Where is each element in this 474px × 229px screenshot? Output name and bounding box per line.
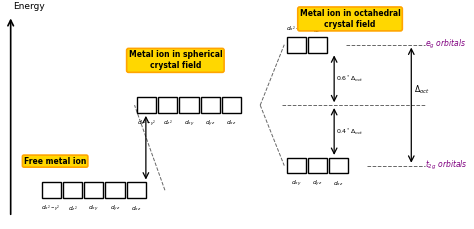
Bar: [84, 183, 103, 198]
Text: $d_{xy}$: $d_{xy}$: [88, 204, 99, 214]
Bar: [308, 37, 327, 52]
Bar: [106, 183, 125, 198]
Text: $d_{z^2}$: $d_{z^2}$: [163, 119, 173, 128]
Bar: [286, 37, 306, 52]
Bar: [137, 97, 156, 113]
Text: $d_{xy}$: $d_{xy}$: [291, 179, 301, 189]
Text: $d_{xz}$: $d_{xz}$: [131, 204, 142, 213]
Bar: [42, 183, 61, 198]
Text: $e_g$ orbitals: $e_g$ orbitals: [425, 38, 466, 51]
Text: $d_{x^2-y^2}$: $d_{x^2-y^2}$: [137, 119, 156, 129]
Bar: [158, 97, 177, 113]
Text: $\Delta_{oct}$: $\Delta_{oct}$: [413, 83, 429, 96]
Text: $d_{z^2}$: $d_{z^2}$: [312, 26, 322, 35]
Bar: [63, 183, 82, 198]
Text: $d_{yz}$: $d_{yz}$: [312, 179, 323, 189]
Bar: [329, 158, 348, 173]
Text: Metal ion in spherical
crystal field: Metal ion in spherical crystal field: [128, 50, 222, 71]
Text: $d_{xy}$: $d_{xy}$: [183, 119, 194, 129]
Bar: [222, 97, 241, 113]
Text: $d_{xz}$: $d_{xz}$: [227, 119, 237, 128]
Text: $d_{yz}$: $d_{yz}$: [110, 204, 120, 214]
Text: $d_{yz}$: $d_{yz}$: [205, 119, 216, 129]
Bar: [127, 183, 146, 198]
Text: $d_{x^2-y^2}$: $d_{x^2-y^2}$: [286, 25, 306, 35]
Text: $0.6^*\Delta_{oct}$: $0.6^*\Delta_{oct}$: [337, 74, 364, 84]
Text: $0.4^*\Delta_{oct}$: $0.4^*\Delta_{oct}$: [337, 126, 364, 136]
Text: Energy: Energy: [13, 2, 45, 11]
Bar: [308, 158, 327, 173]
Text: Free metal ion: Free metal ion: [24, 157, 86, 166]
Bar: [201, 97, 220, 113]
Text: $t_{2g}$ orbitals: $t_{2g}$ orbitals: [425, 159, 468, 172]
Bar: [286, 158, 306, 173]
Text: Metal ion in octahedral
crystal field: Metal ion in octahedral crystal field: [300, 9, 401, 29]
Text: $d_{xz}$: $d_{xz}$: [334, 179, 344, 188]
Bar: [180, 97, 199, 113]
Text: $d_{x^2-y^2}$: $d_{x^2-y^2}$: [41, 204, 61, 214]
Text: $d_{z^2}$: $d_{z^2}$: [68, 204, 77, 213]
